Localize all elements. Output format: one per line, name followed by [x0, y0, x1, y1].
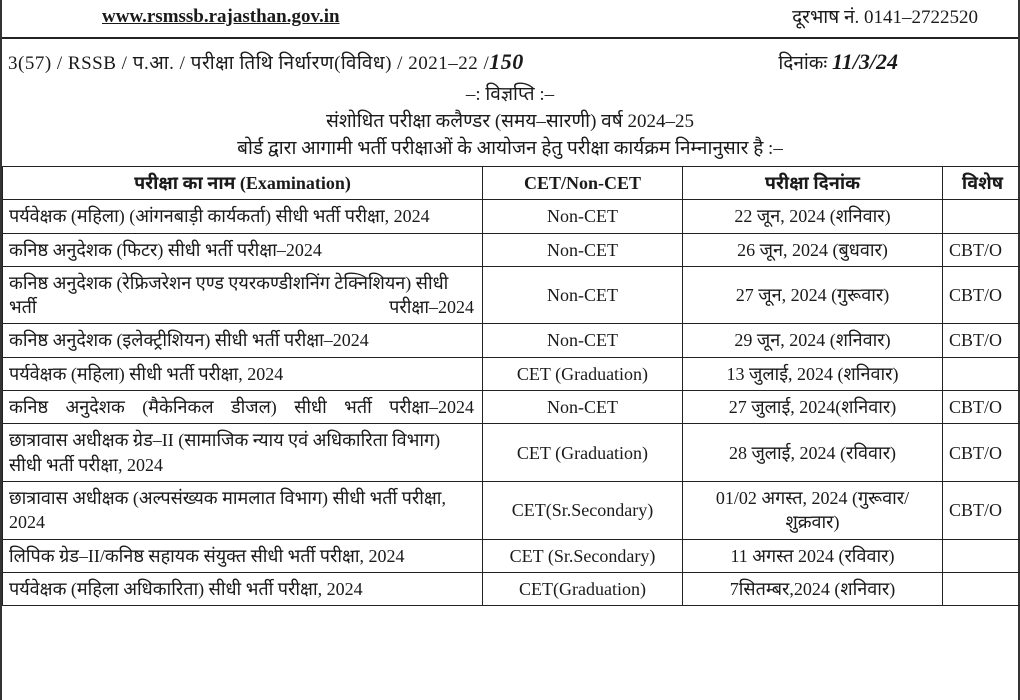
table-row: पर्यवेक्षक (महिला) (आंगनबाड़ी कार्यकर्ता…: [3, 200, 1020, 233]
date-label: दिनांकः: [778, 53, 827, 74]
cell-exam: कनिष्ठ अनुदेशक (इलेक्ट्रीशियन) सीधी भर्त…: [3, 324, 483, 357]
cell-date: 27 जुलाई, 2024(शनिवार): [683, 391, 943, 424]
cell-cet: CET (Graduation): [483, 357, 683, 390]
table-row: पर्यवेक्षक (महिला) सीधी भर्ती परीक्षा, 2…: [3, 357, 1020, 390]
table-body: पर्यवेक्षक (महिला) (आंगनबाड़ी कार्यकर्ता…: [3, 200, 1020, 606]
cell-exam: छात्रावास अधीक्षक ग्रेड–II (सामाजिक न्या…: [3, 424, 483, 482]
cell-cet: CET(Sr.Secondary): [483, 481, 683, 539]
cell-cet: Non-CET: [483, 233, 683, 266]
reference-row: 3(57) / RSSB / प.आ. / परीक्षा तिथि निर्ध…: [2, 39, 1018, 81]
cell-remark: [943, 357, 1020, 390]
table-row: कनिष्ठ अनुदेशक (इलेक्ट्रीशियन) सीधी भर्त…: [3, 324, 1020, 357]
col-header-exam: परीक्षा का नाम (Examination): [3, 167, 483, 200]
table-row: कनिष्ठ अनुदेशक (मैकेनिकल डीजल) सीधी भर्त…: [3, 391, 1020, 424]
reference-serial-handwritten: 150: [489, 49, 524, 74]
table-row: पर्यवेक्षक (महिला अधिकारिता) सीधी भर्ती …: [3, 572, 1020, 605]
cell-remark: CBT/O: [943, 324, 1020, 357]
cell-remark: [943, 539, 1020, 572]
table-row: कनिष्ठ अनुदेशक (रेफ्रिजरेशन एण्ड एयरकण्ड…: [3, 266, 1020, 324]
cell-date: 27 जून, 2024 (गुरूवार): [683, 266, 943, 324]
cell-remark: CBT/O: [943, 233, 1020, 266]
cell-remark: CBT/O: [943, 481, 1020, 539]
cell-remark: CBT/O: [943, 391, 1020, 424]
table-row: कनिष्ठ अनुदेशक (फिटर) सीधी भर्ती परीक्षा…: [3, 233, 1020, 266]
cell-date: 01/02 अगस्त, 2024 (गुरूवार/शुक्रवार): [683, 481, 943, 539]
phone-block: दूरभाष नं. 0141–2722520: [792, 6, 978, 31]
cell-remark: [943, 200, 1020, 233]
col-header-cet: CET/Non-CET: [483, 167, 683, 200]
cell-cet: Non-CET: [483, 266, 683, 324]
notice-subtitle-2: बोर्ड द्वारा आगामी भर्ती परीक्षाओं के आय…: [2, 137, 1018, 162]
notice-title: –: विज्ञप्ति :–: [2, 83, 1018, 108]
cell-date: 13 जुलाई, 2024 (शनिवार): [683, 357, 943, 390]
cell-exam: पर्यवेक्षक (महिला) सीधी भर्ती परीक्षा, 2…: [3, 357, 483, 390]
cell-exam: पर्यवेक्षक (महिला) (आंगनबाड़ी कार्यकर्ता…: [3, 200, 483, 233]
cell-exam: कनिष्ठ अनुदेशक (मैकेनिकल डीजल) सीधी भर्त…: [3, 391, 483, 424]
cell-date: 26 जून, 2024 (बुधवार): [683, 233, 943, 266]
website-url: www.rsmssb.rajasthan.gov.in: [102, 6, 340, 31]
cell-date: 29 जून, 2024 (शनिवार): [683, 324, 943, 357]
cell-date: 11 अगस्त 2024 (रविवार): [683, 539, 943, 572]
reference-number: 3(57) / RSSB / प.आ. / परीक्षा तिथि निर्ध…: [8, 49, 524, 77]
phone-label: दूरभाष नं.: [792, 7, 859, 28]
cell-remark: CBT/O: [943, 424, 1020, 482]
document-page: www.rsmssb.rajasthan.gov.in दूरभाष नं. 0…: [0, 0, 1020, 700]
cell-cet: CET(Graduation): [483, 572, 683, 605]
cell-cet: CET (Sr.Secondary): [483, 539, 683, 572]
cell-exam: पर्यवेक्षक (महिला अधिकारिता) सीधी भर्ती …: [3, 572, 483, 605]
date-block: दिनांकः 11/3/24: [778, 49, 898, 77]
exam-schedule-table: परीक्षा का नाम (Examination) CET/Non-CET…: [2, 166, 1020, 606]
cell-remark: [943, 572, 1020, 605]
table-row: लिपिक ग्रेड–II/कनिष्ठ सहायक संयुक्त सीधी…: [3, 539, 1020, 572]
cell-cet: Non-CET: [483, 324, 683, 357]
cell-cet: CET (Graduation): [483, 424, 683, 482]
table-row: छात्रावास अधीक्षक (अल्पसंख्यक मामलात विभ…: [3, 481, 1020, 539]
cell-exam: लिपिक ग्रेड–II/कनिष्ठ सहायक संयुक्त सीधी…: [3, 539, 483, 572]
cell-exam: छात्रावास अधीक्षक (अल्पसंख्यक मामलात विभ…: [3, 481, 483, 539]
cell-remark: CBT/O: [943, 266, 1020, 324]
reference-prefix: 3(57) / RSSB / प.आ. / परीक्षा तिथि निर्ध…: [8, 53, 489, 74]
header-row: www.rsmssb.rajasthan.gov.in दूरभाष नं. 0…: [2, 0, 1018, 33]
cell-cet: Non-CET: [483, 200, 683, 233]
cell-date: 7सितम्बर,2024 (शनिवार): [683, 572, 943, 605]
date-handwritten: 11/3/24: [832, 49, 898, 74]
table-header-row: परीक्षा का नाम (Examination) CET/Non-CET…: [3, 167, 1020, 200]
notice-subtitle-1: संशोधित परीक्षा कलैण्डर (समय–सारणी) वर्ष…: [2, 110, 1018, 135]
cell-exam: कनिष्ठ अनुदेशक (रेफ्रिजरेशन एण्ड एयरकण्ड…: [3, 266, 483, 324]
cell-date: 22 जून, 2024 (शनिवार): [683, 200, 943, 233]
phone-number: 0141–2722520: [864, 7, 978, 28]
cell-cet: Non-CET: [483, 391, 683, 424]
col-header-remark: विशेष: [943, 167, 1020, 200]
table-row: छात्रावास अधीक्षक ग्रेड–II (सामाजिक न्या…: [3, 424, 1020, 482]
cell-exam: कनिष्ठ अनुदेशक (फिटर) सीधी भर्ती परीक्षा…: [3, 233, 483, 266]
col-header-date: परीक्षा दिनांक: [683, 167, 943, 200]
cell-date: 28 जुलाई, 2024 (रविवार): [683, 424, 943, 482]
